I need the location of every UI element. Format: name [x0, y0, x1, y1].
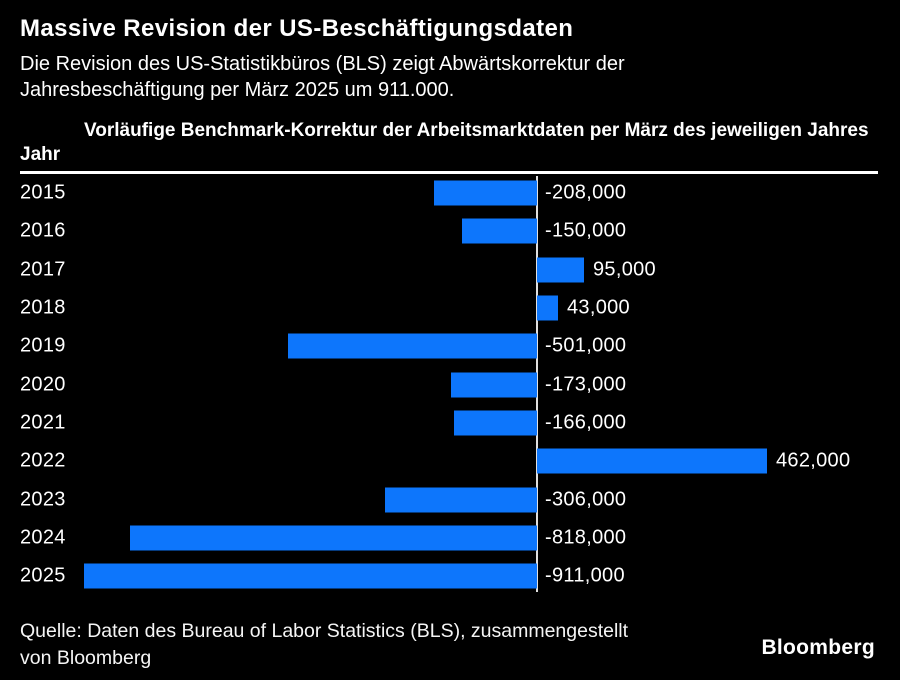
- chart-subtitle: Die Revision des US-Statistikbüros (BLS)…: [20, 51, 880, 103]
- header-separator-line: [20, 171, 878, 174]
- chart-row-2017: 2017 95,000: [0, 251, 900, 289]
- bar-2021: [454, 410, 537, 436]
- chart-row-2021: 2021 -166,000: [0, 404, 900, 442]
- year-label: 2021: [20, 411, 66, 434]
- value-label: 95,000: [593, 258, 656, 281]
- value-label: -208,000: [545, 181, 627, 204]
- chart-row-2019: 2019 -501,000: [0, 327, 900, 365]
- bar-area: -173,000: [84, 365, 880, 403]
- year-label: 2022: [20, 449, 66, 472]
- bar-area: -501,000: [84, 327, 880, 365]
- bar-area: 462,000: [84, 442, 880, 480]
- bar-area: -150,000: [84, 212, 880, 250]
- chart-row-2024: 2024 -818,000: [0, 519, 900, 557]
- bar-chart: 2015 -208,000 2016 -150,000 2017 95,000 2018 43…: [0, 174, 900, 596]
- bar-area: -306,000: [84, 480, 880, 518]
- subtitle-line-1: Die Revision des US-Statistikbüros (BLS)…: [20, 53, 625, 75]
- value-label: -173,000: [545, 373, 627, 396]
- bar-area: -818,000: [84, 519, 880, 557]
- value-label: 462,000: [776, 449, 851, 472]
- year-label: 2019: [20, 334, 66, 357]
- value-label: -501,000: [545, 334, 627, 357]
- chart-row-2018: 2018 43,000: [0, 289, 900, 327]
- table-header: Jahr Vorläufige Benchmark-Korrektur der …: [20, 116, 880, 168]
- subtitle-line-2: Jahresbeschäftigung per März 2025 um 911…: [20, 79, 455, 101]
- year-label: 2023: [20, 488, 66, 511]
- bar-area: -911,000: [84, 557, 880, 595]
- chart-row-2020: 2020 -173,000: [0, 365, 900, 403]
- page-title: Massive Revision der US-Beschäftigungsda…: [20, 15, 574, 42]
- value-label: -911,000: [545, 564, 625, 587]
- year-label: 2020: [20, 373, 66, 396]
- chart-row-2016: 2016 -150,000: [0, 212, 900, 250]
- source-note: Quelle: Daten des Bureau of Labor Statis…: [20, 618, 628, 672]
- year-label: 2024: [20, 526, 66, 549]
- value-label: -818,000: [545, 526, 627, 549]
- column-header-year: Jahr: [20, 144, 61, 165]
- year-label: 2015: [20, 181, 66, 204]
- bar-2025: [84, 563, 537, 589]
- chart-row-2023: 2023 -306,000: [0, 480, 900, 518]
- bar-2019: [288, 333, 537, 359]
- bar-2017: [537, 257, 584, 283]
- bar-2016: [462, 218, 537, 244]
- value-label: 43,000: [567, 296, 630, 319]
- chart-row-2025: 2025 -911,000: [0, 557, 900, 595]
- source-line-1: Quelle: Daten des Bureau of Labor Statis…: [20, 620, 629, 642]
- bar-2024: [130, 525, 537, 551]
- source-line-2: von Bloomberg: [20, 647, 152, 669]
- year-label: 2016: [20, 219, 66, 242]
- year-label: 2017: [20, 258, 66, 281]
- year-label: 2018: [20, 296, 66, 319]
- bar-2022: [537, 448, 767, 474]
- bloomberg-logo: Bloomberg: [761, 636, 875, 659]
- year-label: 2025: [20, 564, 66, 587]
- value-label: -150,000: [545, 219, 627, 242]
- value-label: -306,000: [545, 488, 627, 511]
- zero-axis-line: [536, 176, 538, 592]
- chart-row-2015: 2015 -208,000: [0, 174, 900, 212]
- bar-2018: [537, 295, 558, 321]
- value-label: -166,000: [545, 411, 627, 434]
- column-header-value: Vorläufige Benchmark-Korrektur der Arbei…: [84, 120, 869, 141]
- bar-area: 43,000: [84, 289, 880, 327]
- bar-area: -208,000: [84, 174, 880, 212]
- bar-2015: [434, 180, 537, 206]
- bar-2023: [385, 487, 537, 513]
- bar-area: -166,000: [84, 404, 880, 442]
- chart-row-2022: 2022 462,000: [0, 442, 900, 480]
- bar-2020: [451, 372, 537, 398]
- bar-area: 95,000: [84, 251, 880, 289]
